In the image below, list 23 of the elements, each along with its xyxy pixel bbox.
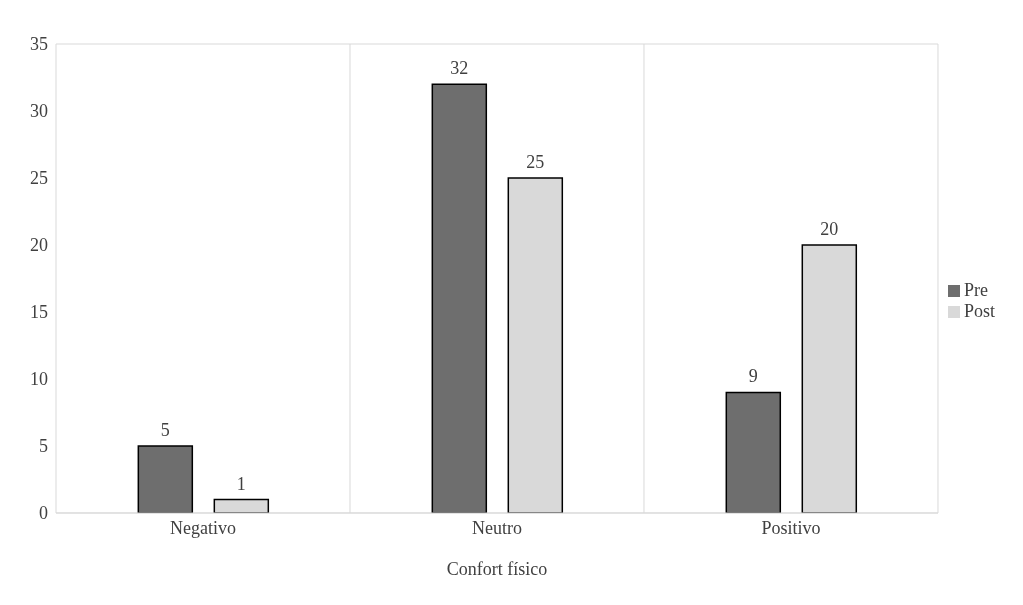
- y-tick-label: 20: [30, 235, 48, 256]
- x-tick-label: Negativo: [170, 517, 236, 538]
- y-tick-label: 10: [30, 369, 48, 390]
- data-label: 25: [526, 152, 545, 172]
- y-tick-label: 0: [39, 503, 48, 524]
- legend-label: Post: [963, 300, 995, 321]
- y-tick-label: 15: [30, 302, 48, 323]
- x-tick-label: Neutro: [471, 517, 522, 538]
- data-label: 32: [450, 58, 469, 79]
- y-tick-label: 5: [39, 436, 48, 457]
- data-label: 20: [820, 219, 839, 239]
- y-tick-label: 35: [30, 34, 48, 55]
- legend-label: Pre: [963, 279, 988, 300]
- bar: [137, 445, 194, 513]
- y-tick-label: 30: [30, 101, 48, 122]
- bar: [431, 83, 488, 513]
- x-axis-title: Confort físico: [446, 559, 548, 579]
- x-tick-label: Positivo: [761, 517, 821, 538]
- data-label: 5: [160, 420, 170, 440]
- y-tick-label: 25: [30, 168, 48, 189]
- data-label: 1: [236, 473, 246, 494]
- bar: [725, 391, 782, 513]
- data-label: 9: [748, 366, 758, 387]
